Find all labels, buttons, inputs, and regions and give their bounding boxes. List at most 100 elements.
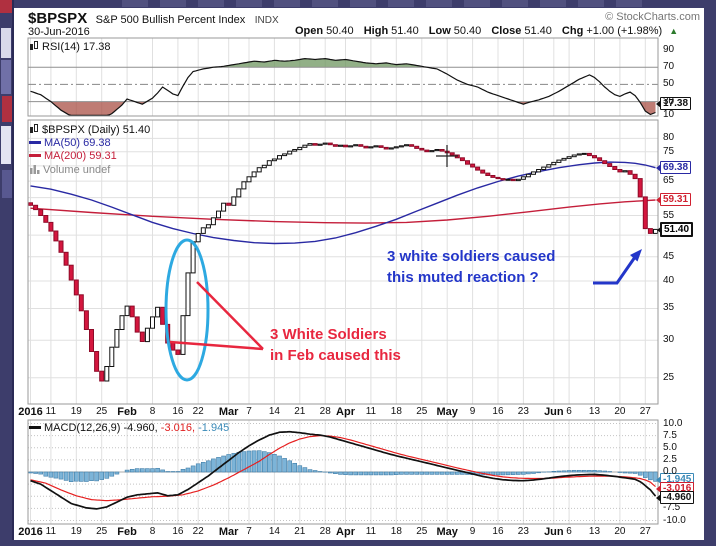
x-axis-tick-label: 6 [566, 406, 572, 417]
low-label: Low [428, 25, 451, 37]
rsi-plot-area[interactable] [28, 38, 658, 116]
window-edge-divider [12, 0, 14, 546]
x-axis-tick-label: Feb [117, 406, 137, 418]
macd-hist-value: -1.945 [198, 422, 230, 434]
background-taskbar-fragment [122, 0, 642, 7]
x-axis-tick-label: 7 [246, 406, 252, 417]
close-label: Close [491, 25, 522, 37]
x-axis-tick-label: 23 [517, 406, 529, 417]
x-axis-tick-label: 9 [469, 406, 476, 417]
macd-plot-area[interactable] [28, 420, 658, 524]
y-axis-tick-label: -10.0 [663, 514, 686, 526]
ohlc-readout: Open 50.40 High 51.40 Low 50.40 Close 51.40 … [295, 25, 678, 37]
window-bottom-band [0, 540, 716, 546]
open-label: Open [295, 25, 324, 37]
x-axis-tick-label: 8 [149, 406, 156, 417]
candlestick-icon [29, 40, 39, 55]
y-axis-tick-label: 75 [663, 145, 675, 157]
x-axis-tick-label: 25 [96, 526, 108, 537]
chart-date: 30-Jun-2016 [28, 26, 90, 38]
x-axis-tick-label: Feb [117, 526, 137, 538]
blue-annotation-line2: this muted reaction ? [387, 269, 539, 286]
ma200-line-icon [29, 154, 41, 157]
low-value: 50.40 [453, 25, 482, 37]
background-window-fragment [1, 60, 11, 94]
x-axis-tick-label: Jun [544, 406, 564, 418]
up-triangle-icon: ▲ [669, 26, 679, 36]
x-axis-tick-label: Mar [218, 526, 239, 538]
x-axis-tick-label: 18 [390, 406, 402, 417]
y-axis-tick-label: 30 [663, 334, 675, 346]
chg-label: Chg [561, 25, 584, 37]
x-axis-tick-label: 20 [614, 526, 626, 537]
macd-value-tag: -4.960 [655, 491, 695, 504]
x-axis-tick-label: Apr [336, 526, 356, 538]
red-annotation-line2: in Feb caused this [270, 347, 401, 364]
y-axis-tick-label: 80 [663, 132, 675, 144]
blue-annotation-line1: 3 white soldiers caused [387, 248, 556, 265]
y-axis-tick-label: 65 [663, 175, 675, 187]
volume-legend-label: Volume undef [43, 163, 111, 176]
y-axis-tick-label: 10 [663, 109, 675, 120]
y-axis-tick-label: 70 [663, 61, 675, 73]
background-window-fragment [2, 96, 12, 122]
ma200-value-tag: 59.31 [655, 193, 692, 206]
y-axis-tick-label: 55 [663, 209, 675, 221]
x-axis-tick-label: 7 [246, 526, 252, 537]
blue-arrow [593, 256, 637, 285]
symbol-ticker: $BPSPX [28, 10, 88, 27]
x-axis-tick-label: 21 [294, 526, 306, 537]
last-price-tag: 51.40 [656, 222, 694, 237]
copyright-label: © StockCharts.com [605, 11, 700, 23]
x-axis-tick-label: 23 [517, 526, 529, 537]
chart-panel-background [14, 8, 704, 540]
close-value: 51.40 [524, 25, 552, 37]
x-axis-tick-label: 11 [45, 406, 57, 417]
background-window-fragment [0, 0, 12, 13]
ma50-legend-label: MA(50) 69.38 [44, 136, 111, 149]
x-axis-tick-label: Jun [544, 526, 564, 538]
chart-header: $BPSPX S&P 500 Bullish Percent Index IND… [28, 10, 688, 27]
background-window-fragment [1, 28, 11, 58]
x-axis-tick-label: 22 [192, 526, 204, 537]
red-annotation-text: 3 White Soldiers in Feb caused this [270, 324, 401, 366]
y-axis-tick-label: 10.0 [663, 417, 683, 429]
y-axis-tick-label: 30 [663, 95, 675, 107]
background-window-fragment [2, 170, 12, 198]
y-axis-tick-label: 45 [663, 250, 675, 262]
chg-value: +1.00 (+1.98%) [586, 25, 663, 37]
ma50-value-tag: 69.38 [655, 161, 692, 174]
exchange-label: INDX [254, 15, 279, 26]
x-axis-tick-label: 28 [319, 406, 331, 417]
macd-signal-value: -3.016, [160, 422, 196, 434]
x-axis-tick-label: May [436, 526, 458, 538]
x-axis-tick-label: 11 [365, 406, 377, 417]
x-axis-tick-label: 27 [639, 406, 651, 417]
ma50-line-icon [29, 140, 41, 144]
x-axis-tick-label: 9 [469, 526, 476, 537]
x-axis-tick-label: 11 [45, 526, 57, 537]
x-axis-tick-label: 20 [614, 406, 626, 417]
x-axis-tick-label: 19 [70, 526, 82, 537]
x-axis-tick-label: Mar [218, 406, 239, 418]
x-axis-tick-label: 16 [492, 406, 504, 417]
background-window-fragment [1, 126, 11, 164]
open-value: 50.40 [326, 25, 354, 37]
three-soldiers-ellipse [164, 238, 210, 382]
window-right-band [704, 0, 716, 546]
x-axis-tick-label: 2016 [18, 526, 43, 538]
x-axis-tick-label: 13 [588, 406, 601, 417]
y-axis-tick-label: 25 [663, 371, 675, 383]
red-annotation-line1: 3 White Soldiers [270, 326, 387, 343]
price-legend-label: $BPSPX (Daily) 51.40 [42, 124, 151, 136]
y-axis-tick-label: 35 [663, 302, 675, 314]
volume-bars-icon [29, 164, 40, 178]
y-axis-tick-label: -7.5 [663, 502, 681, 514]
x-axis-tick-label: 13 [588, 526, 601, 537]
high-label: High [363, 25, 389, 37]
x-axis-tick-label: 19 [70, 406, 82, 417]
x-axis-tick-label: 21 [294, 406, 306, 417]
x-axis-tick-label: 14 [268, 526, 280, 537]
x-axis-tick-label: 25 [416, 406, 428, 417]
